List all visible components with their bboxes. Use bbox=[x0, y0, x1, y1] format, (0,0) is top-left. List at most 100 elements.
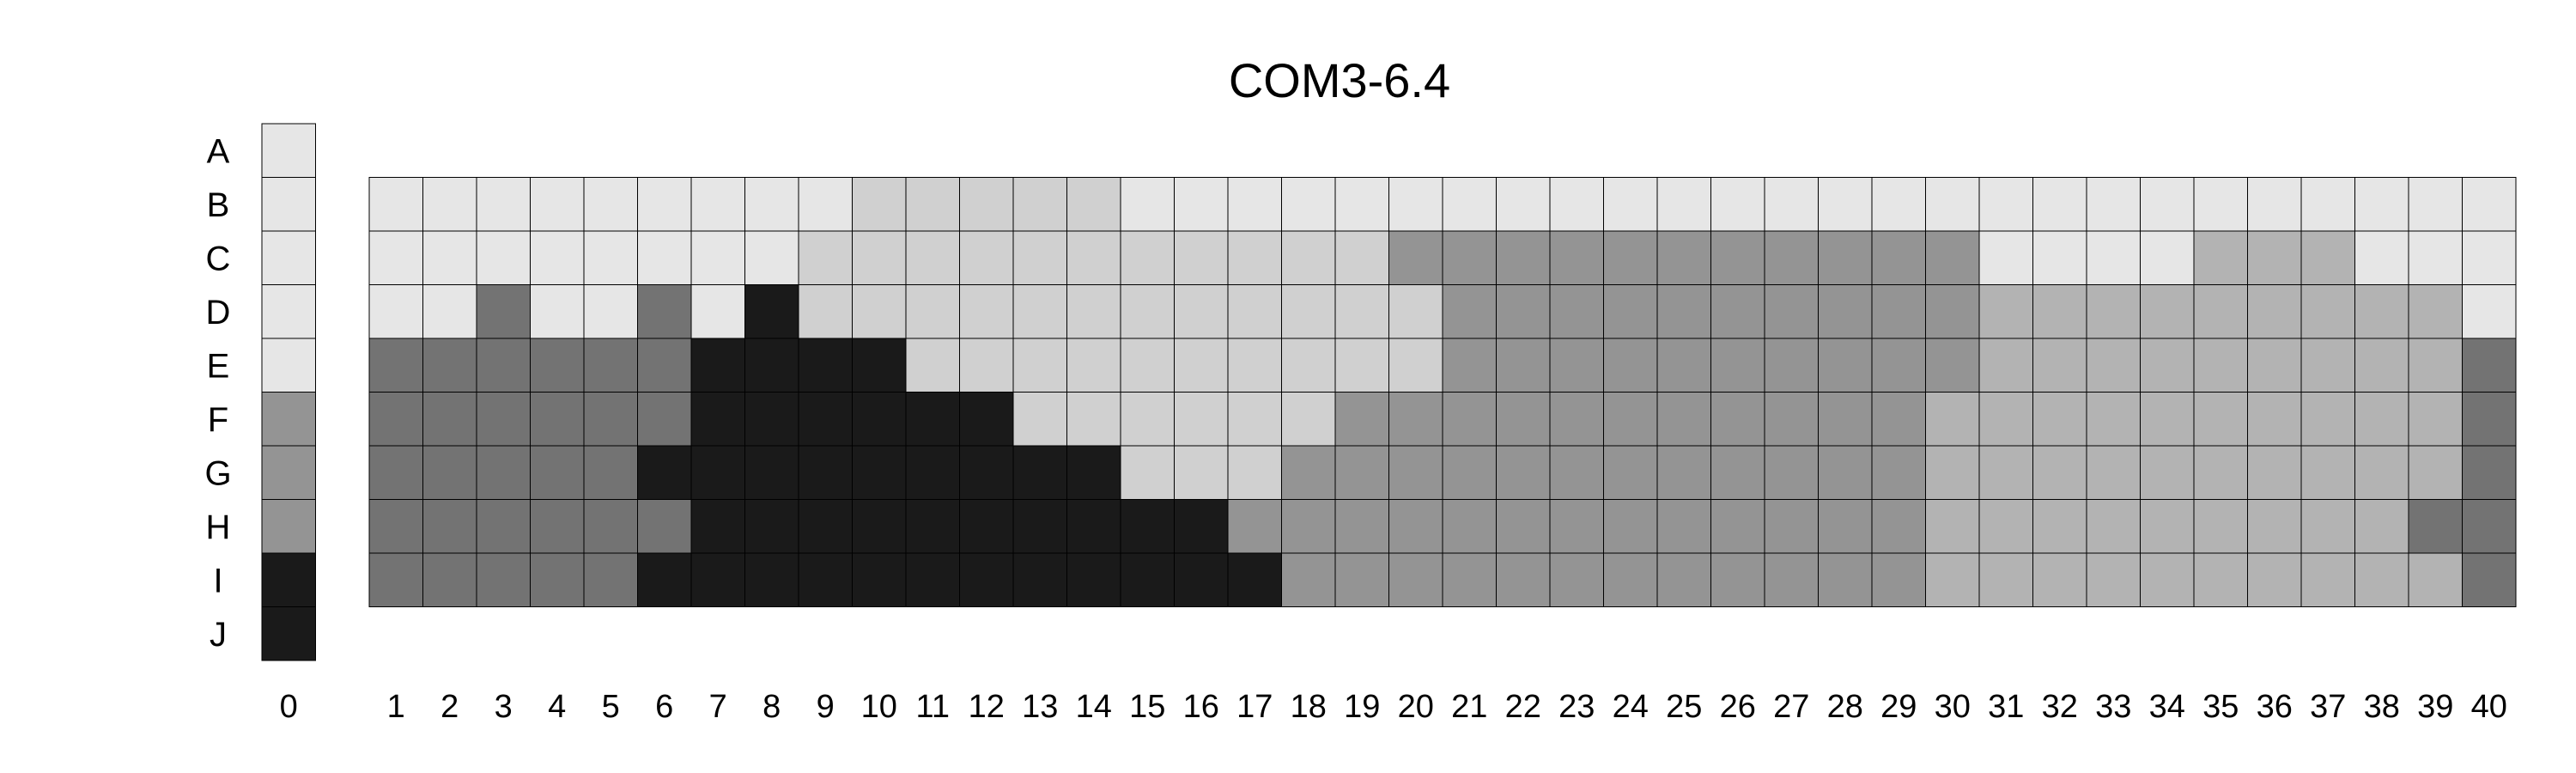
cell-c-7 bbox=[690, 230, 745, 285]
cell-c-11 bbox=[905, 230, 960, 285]
cell-g-2 bbox=[422, 445, 477, 500]
cell-f-13 bbox=[1012, 392, 1067, 447]
cell-b-1 bbox=[368, 177, 423, 232]
col-label-5: 5 bbox=[602, 689, 620, 725]
col-label-28: 28 bbox=[1827, 689, 1863, 725]
cell-h-27 bbox=[1764, 499, 1819, 554]
cell-b-14 bbox=[1066, 177, 1121, 232]
cell-g-18 bbox=[1281, 445, 1336, 500]
cell-h-15 bbox=[1120, 499, 1175, 554]
cell-b-24 bbox=[1603, 177, 1658, 232]
cell-h-5 bbox=[583, 499, 638, 554]
col-label-37: 37 bbox=[2310, 689, 2346, 725]
cell-i-7 bbox=[690, 552, 745, 607]
cell-h-6 bbox=[637, 499, 692, 554]
cell-h-17 bbox=[1227, 499, 1282, 554]
cell-f-39 bbox=[2408, 392, 2463, 447]
cell-e-7 bbox=[690, 338, 745, 393]
cell-d-28 bbox=[1818, 284, 1873, 339]
col-label-31: 31 bbox=[1988, 689, 2024, 725]
cell-e-38 bbox=[2354, 338, 2409, 393]
cell-e-34 bbox=[2140, 338, 2195, 393]
cell-d-12 bbox=[959, 284, 1014, 339]
cell-b-4 bbox=[530, 177, 585, 232]
col-label-3: 3 bbox=[495, 689, 513, 725]
cell-d-33 bbox=[2086, 284, 2141, 339]
cell-e-40 bbox=[2462, 338, 2517, 393]
cell-i-21 bbox=[1442, 552, 1497, 607]
cell-h-13 bbox=[1012, 499, 1067, 554]
cell-f-40 bbox=[2462, 392, 2517, 447]
cell-b-36 bbox=[2247, 177, 2302, 232]
cell-i-36 bbox=[2247, 552, 2302, 607]
cell-b-31 bbox=[1978, 177, 2033, 232]
cell-c-2 bbox=[422, 230, 477, 285]
cell-c-6 bbox=[637, 230, 692, 285]
cell-f-25 bbox=[1656, 392, 1711, 447]
col-label-29: 29 bbox=[1880, 689, 1917, 725]
cell-c-15 bbox=[1120, 230, 1175, 285]
cell-b-8 bbox=[744, 177, 799, 232]
col-label-2: 2 bbox=[440, 689, 459, 725]
row-label-b: B bbox=[207, 186, 230, 224]
cell-f-17 bbox=[1227, 392, 1282, 447]
cell-f-28 bbox=[1818, 392, 1873, 447]
cell-i-3 bbox=[476, 552, 531, 607]
cell-b-15 bbox=[1120, 177, 1175, 232]
cell-b-28 bbox=[1818, 177, 1873, 232]
cell-g-12 bbox=[959, 445, 1014, 500]
cell-g-23 bbox=[1549, 445, 1604, 500]
col-label-35: 35 bbox=[2202, 689, 2239, 725]
col-label-14: 14 bbox=[1076, 689, 1112, 725]
cell-g-9 bbox=[798, 445, 853, 500]
cell-d-35 bbox=[2193, 284, 2248, 339]
col-label-30: 30 bbox=[1935, 689, 1971, 725]
cell-c-26 bbox=[1710, 230, 1765, 285]
col-label-27: 27 bbox=[1773, 689, 1809, 725]
cell-h-28 bbox=[1818, 499, 1873, 554]
col-label-6: 6 bbox=[655, 689, 673, 725]
cell-h-20 bbox=[1388, 499, 1443, 554]
cell-h-31 bbox=[1978, 499, 2033, 554]
cell-e-29 bbox=[1871, 338, 1926, 393]
cell-b-35 bbox=[2193, 177, 2248, 232]
cell-h-38 bbox=[2354, 499, 2409, 554]
cell-b-7 bbox=[690, 177, 745, 232]
cell-e-31 bbox=[1978, 338, 2033, 393]
cell-c-29 bbox=[1871, 230, 1926, 285]
cell-i-25 bbox=[1656, 552, 1711, 607]
cell-d-9 bbox=[798, 284, 853, 339]
cell-d-39 bbox=[2408, 284, 2463, 339]
cell-e-3 bbox=[476, 338, 531, 393]
cell-i-39 bbox=[2408, 552, 2463, 607]
col-label-18: 18 bbox=[1291, 689, 1327, 725]
cell-d-30 bbox=[1925, 284, 1980, 339]
cell-d-37 bbox=[2300, 284, 2355, 339]
cell-d-10 bbox=[852, 284, 907, 339]
cell-h-2 bbox=[422, 499, 477, 554]
cell-d-7 bbox=[690, 284, 745, 339]
ref-cell-a bbox=[261, 123, 316, 178]
cell-c-36 bbox=[2247, 230, 2302, 285]
cell-c-4 bbox=[530, 230, 585, 285]
cell-d-27 bbox=[1764, 284, 1819, 339]
cell-b-3 bbox=[476, 177, 531, 232]
cell-g-6 bbox=[637, 445, 692, 500]
cell-h-7 bbox=[690, 499, 745, 554]
cell-f-35 bbox=[2193, 392, 2248, 447]
cell-d-21 bbox=[1442, 284, 1497, 339]
col-label-16: 16 bbox=[1183, 689, 1219, 725]
cell-h-11 bbox=[905, 499, 960, 554]
cell-h-3 bbox=[476, 499, 531, 554]
col-label-13: 13 bbox=[1022, 689, 1058, 725]
cell-e-39 bbox=[2408, 338, 2463, 393]
cell-d-5 bbox=[583, 284, 638, 339]
ref-cell-c bbox=[261, 230, 316, 285]
cell-i-30 bbox=[1925, 552, 1980, 607]
cell-h-10 bbox=[852, 499, 907, 554]
cell-c-16 bbox=[1174, 230, 1229, 285]
cell-i-16 bbox=[1174, 552, 1229, 607]
cell-i-22 bbox=[1496, 552, 1551, 607]
cell-g-15 bbox=[1120, 445, 1175, 500]
